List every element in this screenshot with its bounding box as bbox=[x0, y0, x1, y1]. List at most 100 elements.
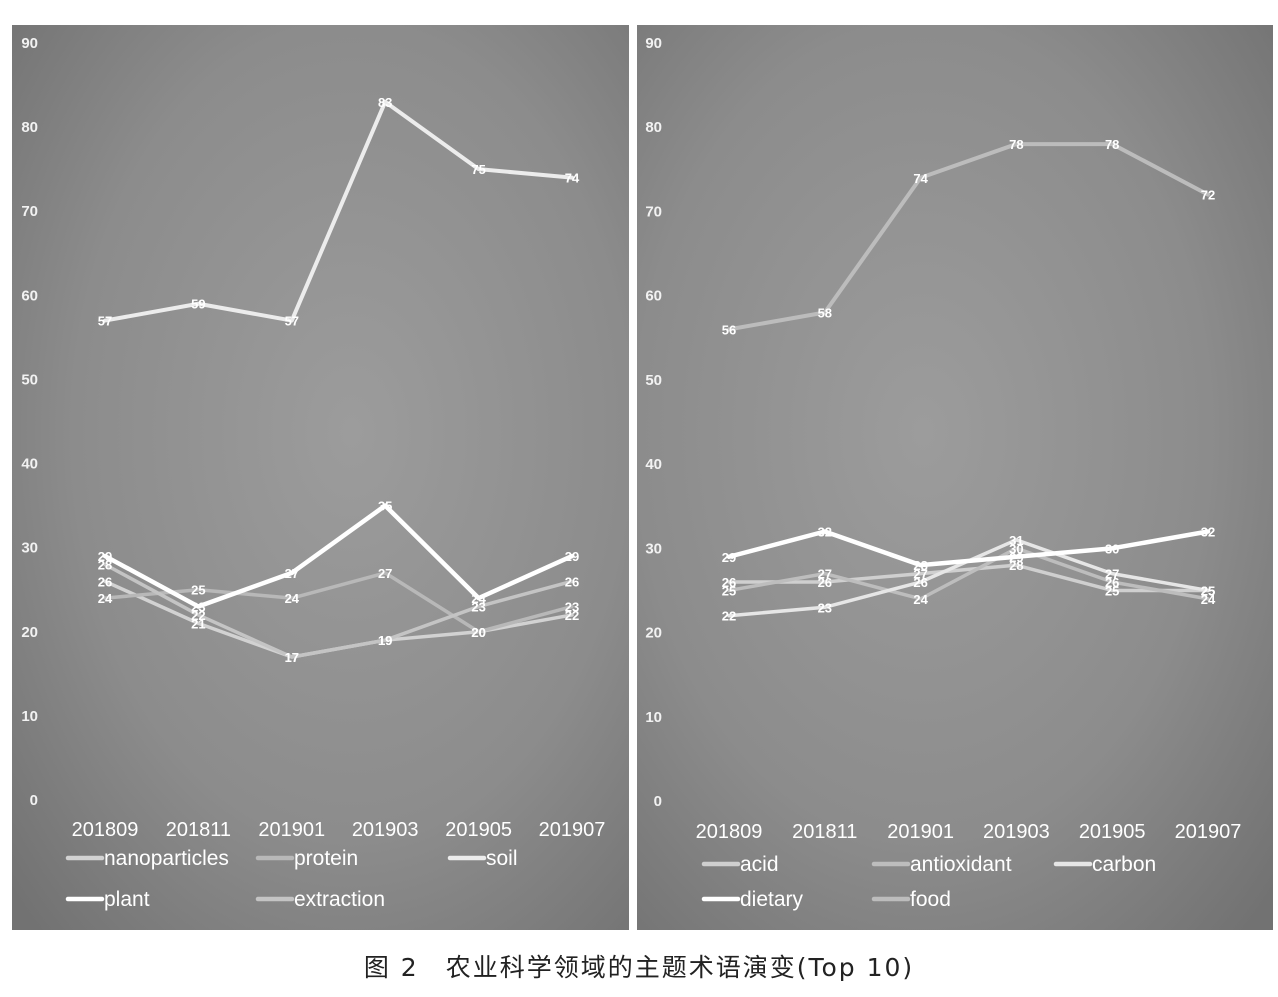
data-label-dietary: 29 bbox=[1009, 550, 1023, 565]
legend-label-dietary: dietary bbox=[740, 888, 804, 911]
data-label-protein: 25 bbox=[191, 583, 205, 598]
x-tick-label: 201901 bbox=[887, 821, 954, 843]
data-label-dietary: 29 bbox=[722, 550, 736, 565]
data-label-food: 56 bbox=[722, 322, 736, 337]
data-label-extraction: 26 bbox=[565, 574, 579, 589]
series-line-soil bbox=[103, 99, 574, 323]
series-line-plant bbox=[102, 503, 575, 609]
data-label-extraction: 22 bbox=[191, 608, 205, 623]
y-tick-label: 80 bbox=[645, 119, 662, 136]
legend-label-food: food bbox=[910, 888, 951, 911]
y-tick-label: 20 bbox=[645, 625, 662, 642]
data-label-soil: 59 bbox=[191, 297, 205, 312]
y-tick-label: 80 bbox=[21, 119, 38, 136]
data-label-plant: 24 bbox=[471, 591, 486, 606]
data-label-carbon: 26 bbox=[913, 575, 927, 590]
y-tick-label: 10 bbox=[645, 709, 662, 726]
data-label-antioxidant: 24 bbox=[913, 592, 928, 607]
data-label-soil: 75 bbox=[471, 162, 485, 177]
x-tick-label: 201903 bbox=[352, 819, 419, 841]
data-label-soil: 74 bbox=[565, 171, 580, 186]
y-tick-label: 40 bbox=[645, 456, 662, 473]
y-tick-label: 90 bbox=[21, 35, 38, 52]
legend-label-extraction: extraction bbox=[294, 888, 385, 911]
x-tick-label: 201809 bbox=[696, 821, 763, 843]
legend-label-protein: protein bbox=[294, 847, 358, 870]
data-label-extraction: 19 bbox=[378, 633, 392, 648]
left-chart-background bbox=[12, 25, 629, 930]
y-tick-label: 0 bbox=[30, 792, 38, 809]
data-label-nanoparticles: 20 bbox=[471, 625, 485, 640]
y-tick-label: 30 bbox=[21, 540, 38, 557]
data-label-acid: 25 bbox=[1201, 583, 1215, 598]
data-label-food: 58 bbox=[818, 306, 832, 321]
data-label-food: 78 bbox=[1105, 137, 1119, 152]
data-label-acid: 28 bbox=[1009, 558, 1023, 573]
x-tick-label: 201903 bbox=[983, 821, 1050, 843]
data-label-antioxidant: 26 bbox=[1105, 575, 1119, 590]
y-tick-label: 0 bbox=[654, 793, 662, 810]
data-label-antioxidant: 30 bbox=[1009, 541, 1023, 556]
figure-caption: 图 2 农业科学领域的主题术语演变(Top 10) bbox=[363, 953, 915, 982]
data-label-soil: 57 bbox=[98, 314, 112, 329]
data-label-soil: 83 bbox=[378, 95, 392, 110]
data-label-carbon: 22 bbox=[722, 609, 736, 624]
right-chart-background bbox=[637, 25, 1273, 930]
data-label-plant: 23 bbox=[191, 600, 205, 615]
y-tick-label: 30 bbox=[645, 540, 662, 557]
data-label-acid: 27 bbox=[913, 567, 927, 582]
x-tick-label: 201905 bbox=[1079, 821, 1146, 843]
y-tick-label: 60 bbox=[645, 288, 662, 305]
data-label-antioxidant: 25 bbox=[722, 583, 736, 598]
legend-label-carbon: carbon bbox=[1092, 853, 1156, 876]
legend-label-nanoparticles: nanoparticles bbox=[104, 847, 229, 870]
x-tick-label: 201901 bbox=[258, 819, 325, 841]
x-tick-label: 201905 bbox=[445, 819, 512, 841]
y-tick-label: 50 bbox=[645, 372, 662, 389]
data-label-dietary: 30 bbox=[1105, 541, 1119, 556]
data-label-food: 74 bbox=[913, 171, 928, 186]
data-label-plant: 35 bbox=[378, 499, 392, 514]
data-label-nanoparticles: 21 bbox=[191, 616, 205, 631]
data-label-carbon: 27 bbox=[1105, 567, 1119, 582]
data-label-protein: 20 bbox=[471, 625, 485, 640]
right-chart: 0 10 20 30 40 50 60 70 80 90 201809 201811 201901 201… bbox=[645, 35, 1241, 911]
data-label-food: 78 bbox=[1009, 137, 1023, 152]
data-label-carbon: 23 bbox=[818, 600, 832, 615]
series-line-acid bbox=[727, 563, 1210, 593]
data-label-food: 72 bbox=[1201, 188, 1215, 203]
data-label-antioxidant: 27 bbox=[818, 567, 832, 582]
data-label-carbon: 25 bbox=[1201, 583, 1215, 598]
data-label-extraction: 17 bbox=[285, 650, 299, 665]
x-tick-label: 201809 bbox=[72, 819, 139, 841]
y-tick-label: 90 bbox=[645, 35, 662, 52]
y-tick-label: 70 bbox=[21, 203, 38, 220]
y-tick-label: 60 bbox=[21, 287, 38, 304]
data-label-nanoparticles: 26 bbox=[98, 574, 112, 589]
data-label-protein: 23 bbox=[565, 600, 579, 615]
series-line-food bbox=[727, 142, 1210, 332]
data-label-carbon: 31 bbox=[1009, 533, 1023, 548]
data-label-antioxidant: 24 bbox=[1201, 592, 1216, 607]
legend-label-soil: soil bbox=[486, 847, 518, 870]
series-line-protein bbox=[103, 571, 574, 634]
legend-label-antioxidant: antioxidant bbox=[910, 853, 1012, 876]
data-label-dietary: 32 bbox=[818, 524, 832, 539]
data-label-protein: 27 bbox=[378, 566, 392, 581]
data-label-extraction: 23 bbox=[471, 600, 485, 615]
data-label-dietary: 28 bbox=[913, 558, 927, 573]
x-tick-label: 201907 bbox=[1175, 821, 1242, 843]
series-line-dietary bbox=[726, 529, 1211, 568]
data-label-nanoparticles: 17 bbox=[285, 650, 299, 665]
data-label-nanoparticles: 22 bbox=[565, 608, 579, 623]
data-label-acid: 25 bbox=[1105, 583, 1119, 598]
x-tick-label: 201811 bbox=[792, 821, 857, 843]
series-line-extraction bbox=[103, 562, 574, 659]
data-label-soil: 57 bbox=[285, 314, 299, 329]
data-label-protein: 24 bbox=[285, 591, 300, 606]
data-label-extraction: 28 bbox=[98, 557, 112, 572]
y-tick-label: 20 bbox=[21, 624, 38, 641]
